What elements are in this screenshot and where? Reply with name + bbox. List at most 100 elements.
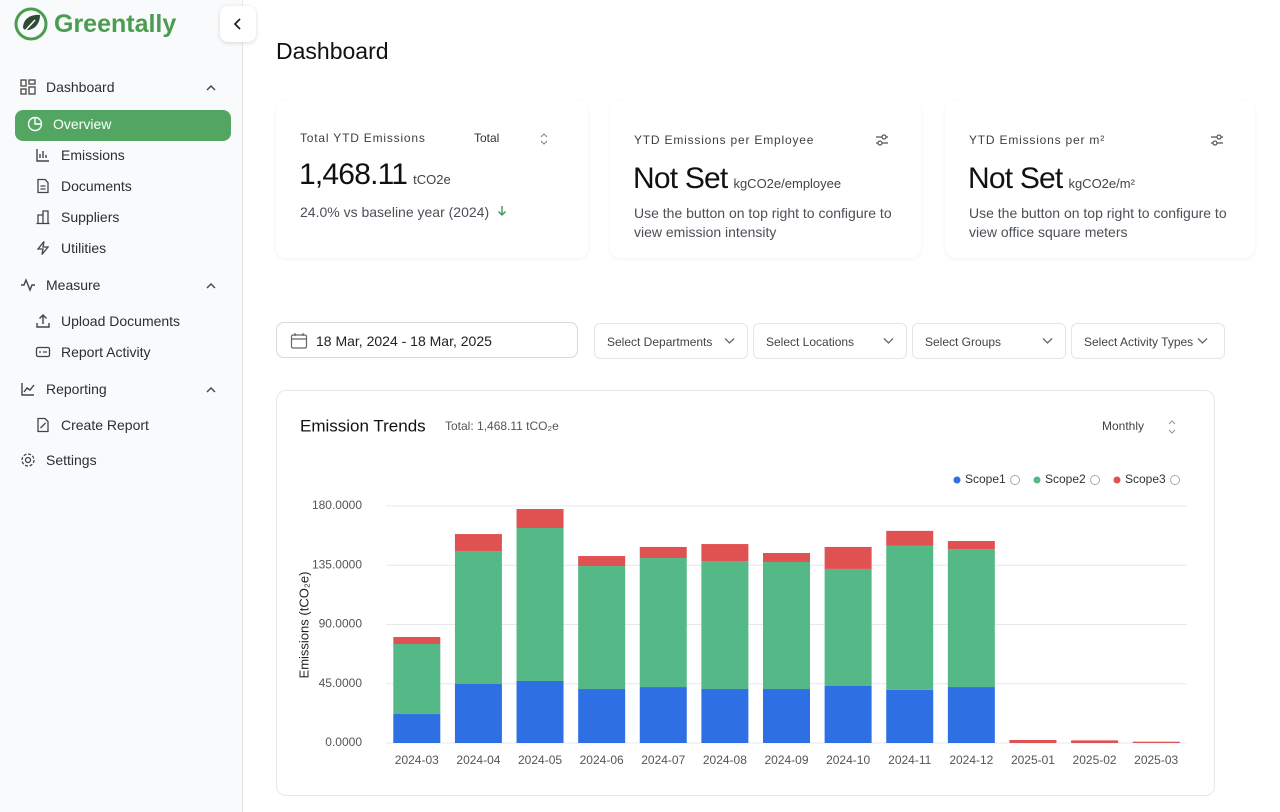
card-label: YTD Emissions per m² xyxy=(969,133,1106,147)
nav-section[interactable]: Measure xyxy=(20,277,100,293)
card-value-text: Not Set xyxy=(633,162,728,195)
chart-title: Emission Trends xyxy=(300,416,426,435)
filter-select[interactable]: Select Departments xyxy=(594,323,748,359)
card-label: Total YTD Emissions xyxy=(300,131,426,145)
configure-button[interactable] xyxy=(875,133,889,147)
help-icon xyxy=(1010,475,1020,485)
period-select[interactable]: Monthly xyxy=(1102,419,1176,434)
nav-item[interactable]: Report Activity xyxy=(35,344,150,360)
bar-segment xyxy=(516,527,564,681)
bar-segment xyxy=(824,685,872,743)
x-tick-label: 2024-12 xyxy=(949,753,993,767)
y-tick-label: 135.0000 xyxy=(312,557,362,571)
bar-segment xyxy=(454,684,502,743)
bar-segment xyxy=(393,714,441,743)
nav-item[interactable]: Create Report xyxy=(35,417,149,433)
bar-segment xyxy=(516,680,564,743)
card-value: Not Set kgCO2e/m² xyxy=(968,162,1135,196)
help-icon xyxy=(1090,475,1100,485)
card-value: 1,468.11 tCO2e xyxy=(299,158,451,192)
x-tick-label: 2025-03 xyxy=(1134,753,1178,767)
bar-segment xyxy=(639,687,687,743)
kpi-card: Total YTD Emissions Total 1,468.11 tCO2e … xyxy=(276,100,588,258)
filter-select[interactable]: Select Locations xyxy=(753,323,907,359)
nav-section-label: Dashboard xyxy=(46,79,115,95)
x-tick-label: 2025-02 xyxy=(1073,753,1117,767)
legend-swatch xyxy=(1033,476,1041,484)
bar-segment xyxy=(701,561,749,690)
nav-section[interactable]: Dashboard xyxy=(20,79,115,95)
card-value: Not Set kgCO2e/employee xyxy=(633,162,841,196)
logo-icon xyxy=(14,7,48,41)
card-note: 24.0% vs baseline year (2024) xyxy=(300,203,570,222)
x-tick-label: 2024-04 xyxy=(456,753,500,767)
card-note: Use the button on top right to configure… xyxy=(634,205,892,240)
x-tick-label: 2024-05 xyxy=(518,753,562,767)
kpi-card: YTD Emissions per Employee Not Set kgCO2e… xyxy=(610,100,921,258)
card-select[interactable]: Total xyxy=(474,128,558,150)
configure-button[interactable] xyxy=(1210,133,1224,147)
chart-subtitle: Total: 1,468.11 tCO₂e xyxy=(445,419,559,433)
nav-item-active[interactable] xyxy=(15,110,231,141)
bar-segment xyxy=(578,556,626,567)
bar-segment xyxy=(454,551,502,685)
card-note: Use the button on top right to configure… xyxy=(969,205,1227,240)
x-tick-label: 2024-07 xyxy=(641,753,685,767)
filter-select-label: Select Departments xyxy=(607,335,713,349)
y-tick-label: 90.0000 xyxy=(319,617,363,631)
nav-item-label: Upload Documents xyxy=(61,313,181,329)
bar-segment xyxy=(578,566,626,690)
x-tick-label: 2024-11 xyxy=(888,753,931,767)
card-unit: tCO2e xyxy=(413,172,451,187)
card-label: YTD Emissions per Employee xyxy=(634,133,815,147)
nav-item[interactable]: Overview xyxy=(27,116,111,132)
card-value-text: 1,468.11 xyxy=(299,158,408,191)
nav-item[interactable]: Emissions xyxy=(35,147,125,163)
nav-item[interactable]: Documents xyxy=(35,178,132,194)
x-tick-label: 2024-09 xyxy=(764,753,808,767)
bar-segment xyxy=(886,689,934,743)
bar-segment xyxy=(1009,739,1057,743)
filter-select[interactable]: Select Activity Types xyxy=(1071,323,1225,359)
nav-item-label: Documents xyxy=(61,178,132,194)
bar-segment xyxy=(763,561,810,690)
y-tick-label: 45.0000 xyxy=(319,676,363,690)
sidebar: Greentally Dashboard Overview Emissions … xyxy=(0,0,256,812)
nav-section[interactable]: Settings xyxy=(20,452,97,468)
bar-segment xyxy=(886,545,934,690)
nav-item[interactable]: Suppliers xyxy=(35,209,119,225)
bar-segment xyxy=(639,558,687,688)
bar-segment xyxy=(763,553,810,562)
card-note-text: 24.0% vs baseline year (2024) xyxy=(300,204,490,220)
nav-item-label: Report Activity xyxy=(61,344,151,360)
bar-segment xyxy=(393,643,441,715)
nav-item[interactable]: Utilities xyxy=(35,240,106,256)
nav-item-label: Emissions xyxy=(61,147,125,163)
x-tick-label: 2024-06 xyxy=(580,753,624,767)
bar-segment xyxy=(1071,740,1119,743)
card-select-label: Total xyxy=(474,131,500,145)
nav-item[interactable]: Upload Documents xyxy=(35,313,180,329)
bar-segment xyxy=(947,541,995,550)
card-unit: kgCO2e/employee xyxy=(733,176,842,191)
x-tick-label: 2024-10 xyxy=(826,753,870,767)
period-select-label: Monthly xyxy=(1102,419,1144,433)
date-range-label: 18 Mar, 2024 - 18 Mar, 2025 xyxy=(316,333,492,349)
card-unit: kgCO2e/m² xyxy=(1068,176,1135,191)
collapse-button[interactable] xyxy=(220,6,256,42)
y-axis-label: Emissions (tCO₂e) xyxy=(296,572,311,679)
x-tick-label: 2025-01 xyxy=(1011,753,1055,767)
nav-section[interactable]: Reporting xyxy=(20,381,107,397)
date-range-picker[interactable]: 18 Mar, 2024 - 18 Mar, 2025 xyxy=(276,322,578,358)
bar-segment xyxy=(947,549,995,688)
bar-segment xyxy=(763,689,810,743)
bar-segment xyxy=(454,534,502,552)
card-value-text: Not Set xyxy=(968,162,1063,195)
kpi-card: YTD Emissions per m² Not Set kgCO2e/m² Us… xyxy=(945,100,1255,258)
nav-section-label: Reporting xyxy=(46,381,107,397)
filter-select[interactable]: Select Groups xyxy=(912,323,1066,359)
bar-segment xyxy=(1132,741,1180,743)
nav-section-label: Settings xyxy=(46,452,97,468)
help-icon xyxy=(1170,475,1180,485)
